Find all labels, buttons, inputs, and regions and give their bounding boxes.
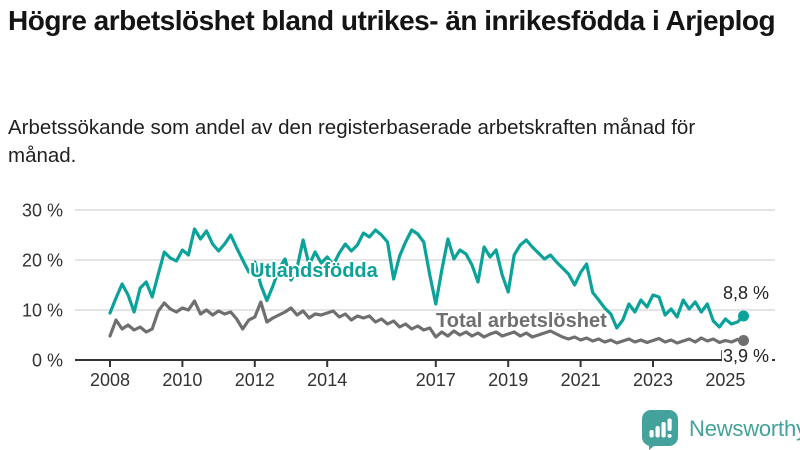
y-tick-labels: 0 % 10 % 20 % 30 %: [22, 201, 63, 371]
x-tick-label: 2021: [561, 370, 601, 390]
x-tick-label: 2008: [90, 370, 130, 390]
x-tick-label: 2012: [235, 370, 275, 390]
brand-name: Newsworthy: [689, 416, 800, 441]
end-value-utlandsfodda: 8,8 %: [723, 283, 770, 303]
series-end-dot-utlandsfodda: [738, 310, 749, 322]
series-label-utlandsfodda: Utlandsfödda: [250, 260, 378, 282]
y-tick-label: 0 %: [32, 351, 63, 371]
chart-title: Högre arbetslöshet bland utrikes- än inr…: [8, 5, 776, 36]
brand-footer: Newsworthy: [641, 408, 800, 450]
series-line-total-arbetsloshet: [108, 299, 746, 345]
end-value-total-arbetsloshet: 3,9 %: [722, 346, 773, 368]
x-tick-label: 2023: [633, 370, 673, 390]
x-ticks: [109, 360, 727, 367]
series-label-total-arbetsloshet: Total arbetslöshet: [436, 310, 607, 332]
x-tick-label: 2010: [162, 370, 202, 390]
chart-subtitle: Arbetssökande som andel av den registerb…: [8, 116, 696, 167]
x-tick-labels: 2008 2010 2012 2014 2017 2019 2021 2023 2025: [90, 370, 745, 390]
y-tick-label: 20 %: [22, 251, 63, 271]
x-tick-label: 2017: [416, 370, 456, 390]
newsworthy-logo-icon: [642, 410, 678, 450]
series-line-utlandsfodda: [108, 227, 746, 330]
gridlines: [75, 209, 775, 311]
y-tick-label: 10 %: [22, 301, 63, 321]
x-tick-label: 2014: [307, 370, 347, 390]
x-tick-label: 2025: [705, 370, 745, 390]
y-tick-label: 30 %: [22, 201, 63, 221]
x-tick-label: 2019: [488, 370, 528, 390]
series-end-dot-total: [738, 335, 749, 346]
